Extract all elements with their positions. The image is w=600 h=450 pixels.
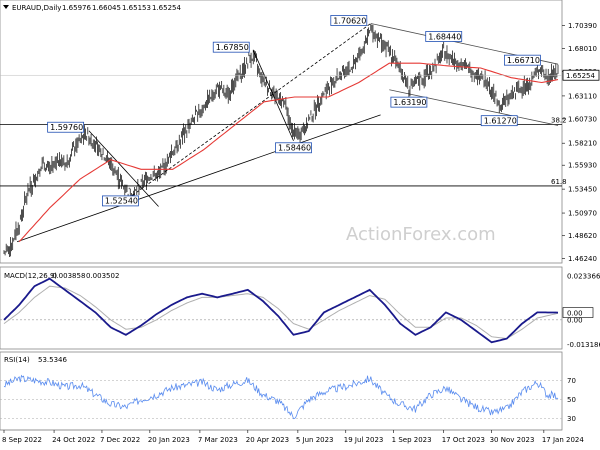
rsi-line — [3, 374, 559, 420]
trendline-channel-bottom — [389, 89, 559, 126]
price-y-tick-label-8: 1.50970 — [568, 210, 597, 218]
macd-panel-frame — [0, 266, 563, 350]
x-tick-label-8: 1 Sep 2023 — [392, 436, 432, 444]
rsi-level-lines — [0, 380, 562, 419]
price-header-high: 1.66045 — [92, 4, 121, 12]
rsi-panel-frame — [0, 351, 563, 431]
macd-line — [3, 277, 559, 344]
price-label-box-3 — [275, 142, 312, 154]
macd-current-box — [562, 307, 594, 318]
price-y-tick-label-4: 1.60730 — [568, 115, 597, 123]
macd-panel: MACD(12,26,9) 0.003858 0.003502 0.023366… — [0, 266, 600, 350]
price-label-box-0 — [102, 195, 139, 207]
macd-signal-polyline — [3, 285, 559, 340]
price-label-text-2: 1.67850 — [216, 43, 249, 52]
collapse-triangle-icon — [3, 5, 9, 9]
x-tick-label-11: 17 Jan 2024 — [542, 436, 585, 444]
price-y-axis: 1.703901.680101.656301.631101.607301.582… — [0, 22, 600, 263]
price-header: EURAUD,Daily 1.65976 1.66045 1.65153 1.6… — [3, 4, 181, 12]
price-y-tick-label-10: 1.46240 — [568, 255, 597, 263]
price-panel: ActionForex.com EURAUD,Daily 1.65976 1.6… — [0, 0, 600, 264]
price-bars — [3, 23, 559, 257]
x-tick-label-1: 24 Oct 2022 — [52, 436, 95, 444]
trendline-channel-rise — [88, 130, 159, 207]
x-axis: 8 Sep 2022 24 Oct 2022 7 Dec 2022 20 Jan 20… — [0, 429, 585, 444]
price-header-symbol: EURAUD,Daily — [12, 4, 61, 12]
watermark: ActionForex.com — [346, 224, 496, 245]
price-y-tick-label-3: 1.63110 — [568, 92, 597, 100]
rsi-panel: RSI(14) 53.5346 70 50 30 — [0, 351, 576, 431]
x-tick-label-5: 20 Apr 2023 — [246, 436, 289, 444]
price-label-text-8: 1.66710 — [507, 56, 540, 65]
price-y-tick-label-7: 1.53450 — [568, 186, 597, 194]
rsi-y-tick-label-1: 50 — [567, 396, 576, 404]
x-tick-label-3: 20 Jan 2023 — [148, 436, 190, 444]
x-tick-label-0: 8 Sep 2022 — [2, 436, 42, 444]
price-y-tick-label-0: 1.70390 — [568, 22, 597, 30]
price-panel-frame — [0, 0, 563, 264]
price-label-box-6 — [425, 31, 463, 42]
macd-y-tick-label-1: 0.00 — [567, 316, 583, 324]
price-y-tick-label-5: 1.58210 — [568, 140, 597, 148]
price-label-text-7: 1.61270 — [484, 116, 517, 125]
price-label-box-2 — [212, 41, 250, 53]
price-label-text-1: 1.59760 — [50, 123, 83, 132]
rsi-header-name: RSI(14) — [4, 356, 30, 364]
macd-header-value-2: 0.003502 — [86, 272, 119, 280]
price-label-text-6: 1.68440 — [428, 32, 461, 41]
x-tick-label-6: 5 Jun 2023 — [296, 436, 334, 444]
macd-signal-line — [3, 285, 559, 340]
x-tick-label-4: 7 Mar 2023 — [198, 436, 238, 444]
price-y-tick-label-9: 1.48620 — [568, 232, 597, 240]
price-header-open: 1.65976 — [62, 4, 91, 12]
trendline-drop-line — [252, 50, 294, 141]
price-label-text-3: 1.58460 — [278, 144, 311, 153]
price-header-low: 1.65153 — [122, 4, 151, 12]
price-label-box-7 — [480, 115, 518, 127]
price-y-tick-label-6: 1.55930 — [568, 162, 597, 170]
price-label-text-5: 1.63190 — [393, 98, 426, 107]
trendline-rising-support — [16, 114, 381, 243]
x-tick-label-7: 19 Jul 2023 — [344, 436, 384, 444]
macd-header-value-1: 0.003858 — [52, 272, 85, 280]
rsi-y-tick-label-0: 70 — [567, 377, 576, 385]
price-header-close: 1.65254 — [152, 4, 181, 12]
rsi-header-value: 53.5346 — [38, 356, 67, 364]
macd-y-tick-label-0: 0.023366 — [567, 273, 600, 281]
price-label-box-4 — [330, 15, 368, 26]
x-tick-label-9: 17 Oct 2023 — [442, 436, 485, 444]
sma-polyline — [18, 62, 559, 243]
fib-label-1: 61.8 — [551, 178, 567, 186]
x-tick-label-10: 30 Nov 2023 — [490, 436, 535, 444]
price-label-boxes: 1.52540 1.59760 1.67850 1.58460 1.70620 1.631… — [47, 15, 541, 207]
trendlines — [16, 23, 559, 243]
macd-y-axis: 0.023366 0.00 -0.013186 0.00 — [562, 273, 600, 349]
current-price-label: 1.65254 — [566, 72, 595, 80]
price-label-box-5 — [390, 96, 428, 108]
macd-header-name: MACD(12,26,9) — [4, 272, 57, 280]
sma-line — [18, 62, 559, 243]
rsi-y-axis: 70 50 30 — [567, 377, 576, 423]
price-label-box-8 — [504, 54, 541, 66]
fib-levels: 38.2 61.8 — [0, 116, 567, 187]
x-tick-label-2: 7 Dec 2022 — [100, 436, 140, 444]
fib-label-0: 38.2 — [551, 116, 567, 124]
price-label-box-1 — [47, 121, 85, 133]
macd-y-tick-label-2: -0.013186 — [567, 341, 600, 349]
price-label-text-4: 1.70620 — [333, 16, 366, 25]
macd-polyline — [3, 277, 559, 344]
trendline-channel-rise-2 — [132, 23, 372, 196]
price-label-text-0: 1.52540 — [105, 197, 138, 206]
rsi-y-tick-label-2: 30 — [567, 415, 576, 423]
price-y-tick-label-1: 1.68010 — [568, 45, 597, 53]
current-price-box — [562, 69, 600, 81]
macd-current-label: 0.00 — [567, 310, 583, 318]
rsi-polyline — [3, 374, 559, 420]
